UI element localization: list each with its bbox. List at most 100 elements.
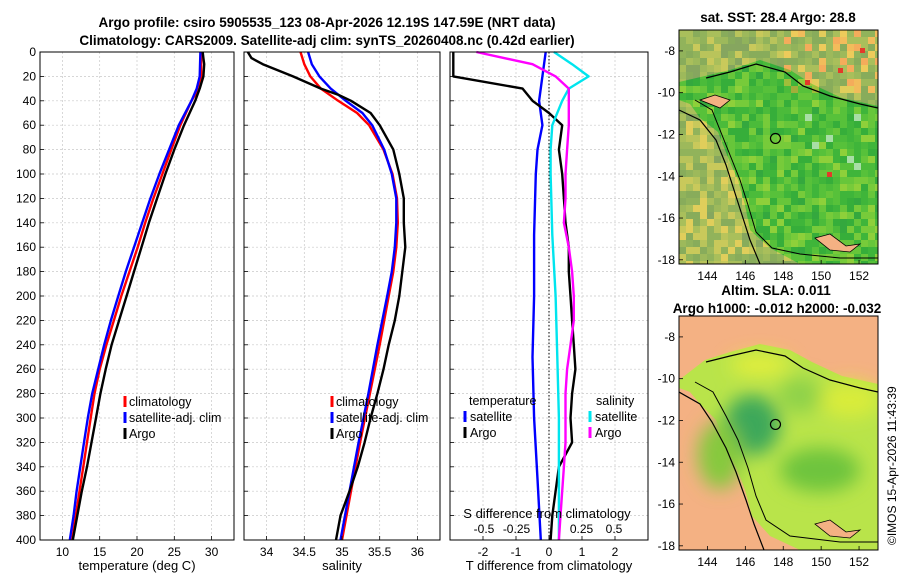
sst-cell (840, 198, 847, 205)
sst-cell (805, 177, 812, 184)
sst-cell (770, 37, 777, 44)
sst-cell (693, 58, 700, 65)
sst-cell (840, 212, 847, 219)
sst-cell (742, 184, 749, 191)
sst-cell (791, 261, 798, 264)
sst-cell (763, 205, 770, 212)
png-coastline (705, 349, 878, 393)
series-line-salinity-argo (476, 50, 575, 541)
sst-cell (840, 191, 847, 198)
sst-cell (791, 142, 798, 149)
sst-cell (840, 51, 847, 58)
sst-cell (763, 247, 770, 254)
sst-cell (721, 191, 728, 198)
sst-cell (742, 86, 749, 93)
sst-cell (735, 205, 742, 212)
map-x-tick-label: 144 (697, 269, 717, 283)
sst-cell (721, 261, 728, 264)
sst-cell (721, 149, 728, 156)
sst-cell (679, 261, 686, 264)
x-tick-label: 15 (93, 545, 107, 559)
legend-t-satellite: satellite (470, 410, 512, 424)
sst-cell (679, 233, 686, 240)
sst-cell (777, 240, 784, 247)
sst-cell (721, 198, 728, 205)
sst-cell (714, 198, 721, 205)
sst-cell (686, 65, 693, 72)
sst-cell (707, 254, 714, 261)
sst-cell (707, 37, 714, 44)
sst-cell (840, 79, 847, 86)
sst-cell (714, 247, 721, 254)
sst-cell (791, 219, 798, 226)
sst-cell (721, 128, 728, 135)
sst-cell (826, 86, 833, 93)
sst-cell (798, 44, 805, 51)
sst-cell (784, 121, 791, 128)
sst-cell (735, 212, 742, 219)
sst-cell (763, 233, 770, 240)
sst-cell (700, 156, 707, 163)
sst-cell (854, 219, 861, 226)
sst-cell (686, 72, 693, 79)
sst-cell (756, 212, 763, 219)
sst-cell (700, 93, 707, 100)
sst-cell (742, 149, 749, 156)
sst-cell (679, 79, 686, 86)
sst-cell (749, 114, 756, 121)
sst-cell (693, 100, 700, 107)
sst-cell (868, 107, 875, 114)
sst-cell (854, 37, 861, 44)
sst-cell (686, 44, 693, 51)
sst-cell (854, 184, 861, 191)
sst-cell (770, 233, 777, 240)
sst-cell (875, 240, 878, 247)
sst-cell (742, 163, 749, 170)
sst-cell (756, 254, 763, 261)
sst-cell (700, 44, 707, 51)
sst-cell (847, 177, 854, 184)
sst-cell (868, 198, 875, 205)
sst-cell (826, 177, 833, 184)
y-tick-label: 120 (16, 191, 36, 205)
sst-cell (861, 86, 868, 93)
sst-cell (707, 212, 714, 219)
sst-cell (847, 100, 854, 107)
sst-cell (840, 205, 847, 212)
sst-cell (798, 58, 805, 65)
sst-cell (840, 163, 847, 170)
sst-cell (812, 226, 819, 233)
sst-cell (847, 72, 854, 79)
x-tick-label: 25 (168, 545, 182, 559)
sst-cell (749, 100, 756, 107)
sst-cell (805, 226, 812, 233)
sst-cell (847, 51, 854, 58)
sst-hotspot (838, 68, 843, 73)
sst-cell (791, 30, 798, 37)
salinity-legend: climatology satellite-adj. clim Argo (330, 395, 428, 441)
sst-cell (693, 191, 700, 198)
sst-cell (714, 142, 721, 149)
sst-cell (777, 93, 784, 100)
sst-cell (714, 219, 721, 226)
sst-cell (749, 65, 756, 72)
sst-cell (749, 205, 756, 212)
sst-cell (721, 205, 728, 212)
sst-cell (798, 51, 805, 58)
sst-cell (826, 135, 833, 142)
sst-cell (742, 191, 749, 198)
sst-cell (686, 100, 693, 107)
sst-cell (875, 261, 878, 264)
sst-cell (770, 247, 777, 254)
sst-cell (826, 191, 833, 198)
sst-cell (777, 30, 784, 37)
sst-cell (693, 163, 700, 170)
sst-cell (812, 100, 819, 107)
x-top-tick-label: 0.5 (606, 522, 623, 536)
sst-cell (875, 177, 878, 184)
sst-cell (854, 261, 861, 264)
series-line-argo (246, 51, 407, 541)
sst-cell (784, 93, 791, 100)
sst-cell (819, 142, 826, 149)
sst-cell (763, 177, 770, 184)
